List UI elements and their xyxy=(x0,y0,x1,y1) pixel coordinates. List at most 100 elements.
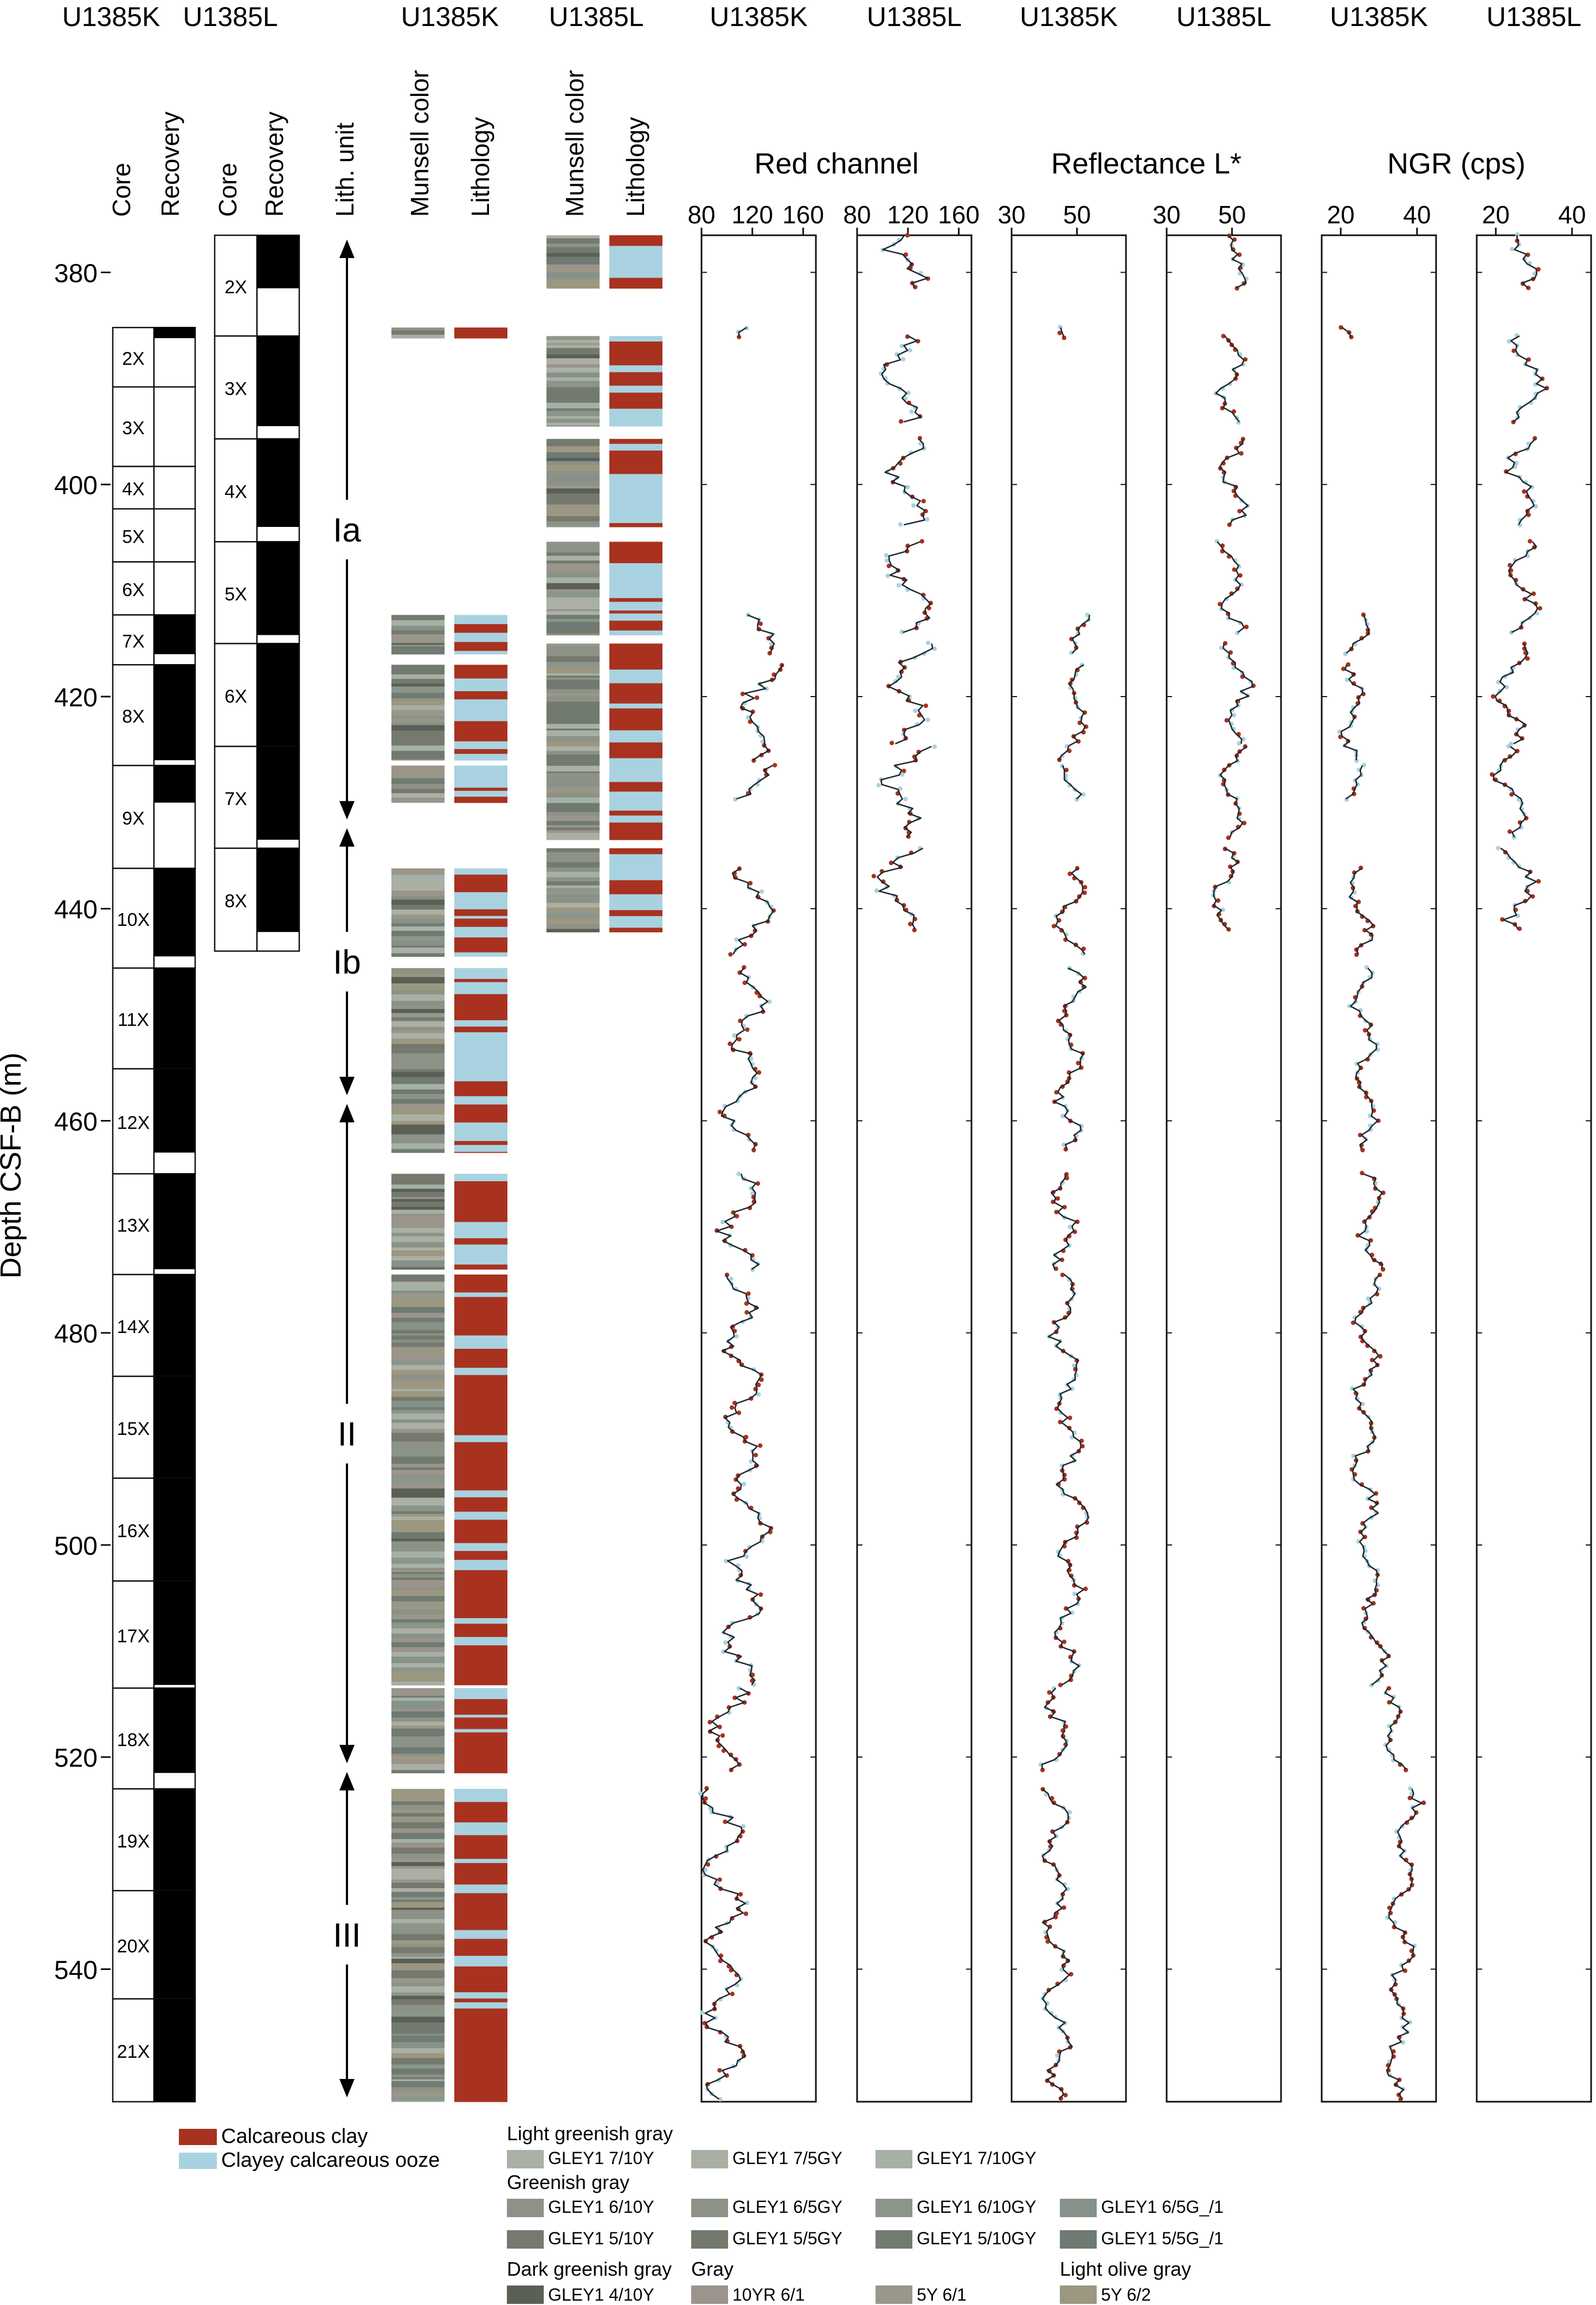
munsell-band xyxy=(546,848,600,853)
munsell-band xyxy=(391,1563,445,1568)
munsell-band xyxy=(546,276,600,280)
munsell-label: 5Y 6/1 xyxy=(917,2285,967,2304)
clayey-ooze-band xyxy=(454,1435,507,1443)
hole-label: U1385K xyxy=(62,2,160,32)
munsell-band xyxy=(546,888,600,892)
core-label: 21X xyxy=(117,2042,150,2062)
munsell-band xyxy=(391,1999,445,2005)
clayey-ooze-point xyxy=(896,674,901,679)
calcareous-clay-point xyxy=(1386,1686,1392,1691)
munsell-band xyxy=(391,1274,445,1277)
munsell-band xyxy=(391,1551,445,1559)
clayey-ooze-band xyxy=(609,408,662,415)
calcareous-clay-band xyxy=(609,235,662,247)
munsell-band xyxy=(391,1428,445,1433)
munsell-band xyxy=(391,1944,445,1948)
calcareous-clay-band xyxy=(609,647,662,660)
munsell-band xyxy=(391,789,445,794)
munsell-band xyxy=(546,408,600,411)
clayey-ooze-point xyxy=(1072,1363,1077,1368)
munsell-label: GLEY1 5/5G_/1 xyxy=(1101,2229,1224,2248)
munsell-band xyxy=(546,377,600,379)
munsell-swatch xyxy=(691,2230,728,2249)
calcareous-clay-point xyxy=(1060,1272,1065,1277)
munsell-band xyxy=(391,1256,445,1261)
core-box xyxy=(112,1173,155,1276)
calcareous-clay-point xyxy=(753,1452,758,1458)
smoothed-line xyxy=(1505,438,1536,525)
munsell-band xyxy=(391,1335,445,1340)
calcareous-clay-band xyxy=(454,1913,507,1919)
calcareous-clay-band xyxy=(454,1349,507,1360)
calcareous-clay-band xyxy=(454,1486,507,1491)
calcareous-clay-band xyxy=(609,910,662,917)
munsell-band xyxy=(391,915,445,917)
munsell-band xyxy=(391,1250,445,1257)
munsell-band xyxy=(391,1853,445,1859)
munsell-band xyxy=(391,1842,445,1848)
calcareous-clay-point xyxy=(1531,591,1536,596)
calcareous-clay-point xyxy=(737,1036,742,1042)
munsell-band xyxy=(391,665,445,670)
munsell-band xyxy=(391,916,445,919)
calcareous-clay-band xyxy=(454,2030,507,2043)
munsell-band xyxy=(391,1525,445,1533)
calcareous-clay-point xyxy=(1387,1700,1392,1705)
calcareous-clay-band xyxy=(454,1402,507,1415)
munsell-band xyxy=(546,773,600,778)
munsell-band xyxy=(391,759,445,761)
munsell-band xyxy=(546,827,600,830)
clayey-ooze-point xyxy=(1058,1410,1063,1415)
clayey-ooze-point xyxy=(932,646,937,651)
clayey-ooze-band xyxy=(609,774,662,783)
calcareous-clay-band xyxy=(454,937,507,944)
clayey-ooze-band xyxy=(454,1543,507,1551)
calcareous-clay-band xyxy=(454,1645,507,1651)
calcareous-clay-band xyxy=(454,1662,507,1670)
munsell-band xyxy=(391,880,445,885)
smoothed-line xyxy=(887,643,934,745)
munsell-band xyxy=(391,1810,445,1814)
smoothed-line xyxy=(708,1687,750,1770)
clayey-ooze-point xyxy=(925,517,930,522)
munsell-band xyxy=(391,1967,445,1971)
clayey-ooze-point xyxy=(767,999,772,1005)
munsell-band xyxy=(546,754,600,761)
smoothed-line xyxy=(1061,765,1083,800)
x-tick-label: 30 xyxy=(1153,201,1180,229)
munsell-band xyxy=(391,1413,445,1420)
munsell-band xyxy=(391,1124,445,1130)
calcareous-clay-band xyxy=(454,788,507,791)
munsell-band xyxy=(546,238,600,244)
calcareous-clay-point xyxy=(1338,325,1343,330)
calcareous-clay-band xyxy=(609,742,662,747)
munsell-band xyxy=(546,736,600,742)
munsell-band xyxy=(391,931,445,934)
munsell-band xyxy=(391,1370,445,1375)
clayey-ooze-point xyxy=(734,1334,739,1339)
clayey-ooze-point xyxy=(884,558,890,563)
calcareous-clay-band xyxy=(609,643,662,648)
calcareous-clay-point xyxy=(1509,792,1514,797)
unit-arrowhead-down xyxy=(339,1744,355,1763)
calcareous-clay-point xyxy=(921,499,926,504)
calcareous-clay-point xyxy=(1522,489,1527,494)
smoothed-line xyxy=(747,614,775,654)
munsell-band xyxy=(391,1538,445,1542)
clayey-ooze-band xyxy=(609,368,662,373)
recovered-interval xyxy=(154,1174,195,1270)
core-box xyxy=(112,664,155,767)
smoothed-line xyxy=(1051,1174,1077,1270)
munsell-band xyxy=(391,1174,445,1180)
munsell-band xyxy=(546,653,600,657)
munsell-band xyxy=(391,2091,445,2097)
munsell-band xyxy=(391,1583,445,1588)
clayey-ooze-band xyxy=(609,512,662,516)
munsell-band xyxy=(546,797,600,803)
calcareous-clay-point xyxy=(1537,606,1542,611)
calcareous-clay-point xyxy=(773,763,777,768)
clayey-ooze-point xyxy=(760,739,765,744)
calcareous-clay-band xyxy=(454,1375,507,1389)
munsell-label: 5Y 6/2 xyxy=(1101,2285,1151,2304)
